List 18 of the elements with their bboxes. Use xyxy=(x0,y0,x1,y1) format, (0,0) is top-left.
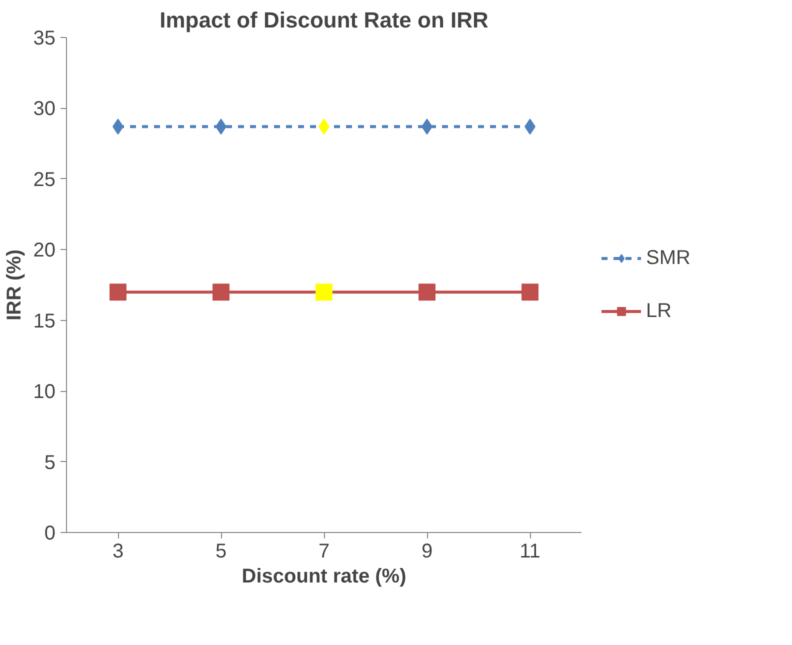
y-tick-label: 10 xyxy=(33,381,56,404)
y-axis-title: IRR (%) xyxy=(3,249,26,321)
x-tick-label: 9 xyxy=(421,540,433,562)
x-tick-label: 3 xyxy=(112,540,124,562)
legend-label: LR xyxy=(646,300,672,322)
y-tick-label: 30 xyxy=(33,98,56,120)
y-tick-label: 0 xyxy=(44,522,56,544)
x-tick-label: 7 xyxy=(318,540,330,562)
y-tick-label: 35 xyxy=(33,28,56,50)
x-axis-title: Discount rate (%) xyxy=(242,566,406,588)
legend-label: SMR xyxy=(646,246,690,270)
y-tick-label: 15 xyxy=(33,310,56,332)
y-tick-label: 5 xyxy=(44,452,56,474)
y-tick-label: 20 xyxy=(33,240,56,262)
y-tick-label: 25 xyxy=(33,168,56,191)
x-tick-label: 11 xyxy=(520,540,540,562)
x-tick-label: 5 xyxy=(215,540,227,562)
chart-title: Impact of Discount Rate on IRR xyxy=(160,8,489,32)
